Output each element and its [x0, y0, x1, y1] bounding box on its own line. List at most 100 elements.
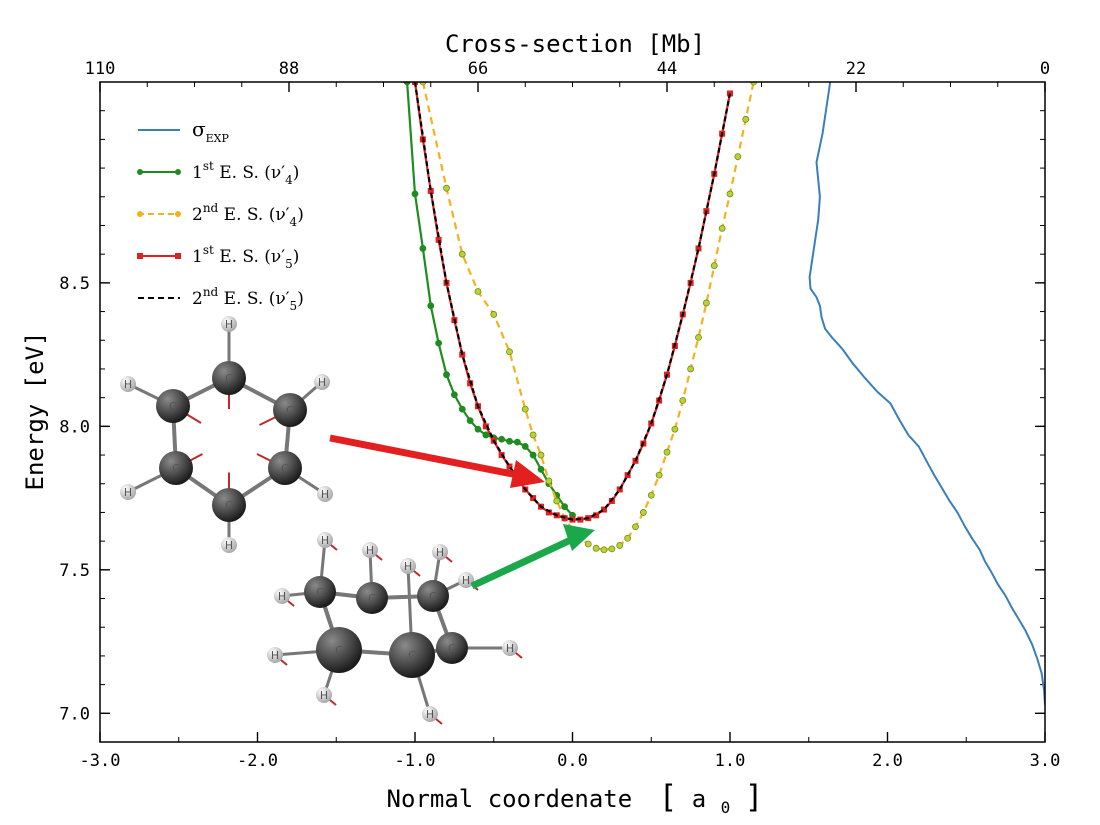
hydrogen-atom [317, 486, 333, 502]
atom-label: C [169, 400, 177, 413]
carbon-atom [417, 580, 449, 612]
legend-marker [137, 169, 143, 175]
data-point [655, 471, 663, 479]
top-tick-label: 66 [468, 59, 488, 79]
atom-label: C [408, 649, 416, 662]
data-point [521, 405, 529, 413]
x-axis-title: Normal coordenate [ a 0 ] [387, 779, 764, 819]
data-point [553, 497, 561, 505]
data-point [600, 546, 608, 554]
y-axis-title: Energy [eV] [21, 332, 49, 491]
hydrogen-atom [316, 687, 332, 703]
legend-label: 1st E. S. (ν′4) [192, 159, 299, 187]
carbon-atom [436, 632, 468, 664]
atom-label: C [286, 404, 294, 417]
carbon-atom [268, 451, 302, 485]
data-point [710, 262, 718, 270]
data-point [601, 506, 607, 513]
hydrogen-atom [314, 374, 330, 390]
data-point [616, 486, 623, 493]
x-axis-label-text: Normal coordenate [387, 785, 633, 813]
series-3 [412, 82, 733, 523]
legend-label: σEXP [192, 117, 230, 145]
benzene-molecule: H H H H H H C C C C C C [120, 316, 333, 553]
data-point [687, 365, 695, 373]
data-point [742, 115, 750, 123]
x-tick-label: 1.0 [715, 751, 746, 771]
carbon-atom [356, 582, 388, 614]
data-point [561, 503, 569, 511]
atom-label: C [316, 586, 324, 599]
legend-item: 1st E. S. (ν′5) [137, 243, 299, 271]
atom-label: H [225, 539, 233, 552]
data-point [726, 190, 734, 198]
atom-label: C [281, 462, 289, 475]
legend-marker [137, 253, 143, 259]
x-tick-label: 0.0 [557, 751, 588, 771]
legend-item: 2nd E. S. (ν′5) [138, 285, 304, 313]
data-point [545, 477, 553, 485]
atom-label: H [278, 590, 286, 603]
carbon-atom [389, 632, 435, 678]
data-point [435, 339, 443, 347]
carbon-atom [212, 361, 246, 395]
hydrogen-atom [267, 647, 283, 663]
atom-label: C [172, 462, 180, 475]
series-line [808, 82, 1045, 705]
series-line [406, 82, 574, 517]
data-point [679, 397, 687, 404]
top-tick-label: 88 [279, 59, 299, 79]
series-4 [413, 82, 732, 521]
atom-label: C [335, 644, 343, 657]
series-line [421, 82, 755, 551]
carbon-atom [156, 389, 190, 423]
legend-marker [175, 169, 181, 175]
x-tick-label: 3.0 [1030, 751, 1061, 771]
data-point [695, 245, 702, 252]
data-point [593, 512, 600, 519]
data-point [482, 431, 490, 439]
carbon-atom [273, 393, 307, 427]
data-point [506, 348, 513, 356]
hydrogen-atom [221, 316, 237, 332]
atom-label: C [368, 592, 376, 605]
data-point [537, 451, 545, 459]
series-2 [419, 82, 758, 554]
hydrogen-atom [317, 532, 333, 548]
atom-label: H [462, 574, 470, 587]
atom-label: H [271, 649, 279, 662]
atom-label: H [506, 642, 514, 655]
atom-label: H [225, 318, 233, 331]
data-point [506, 463, 513, 470]
hydrogen-atom [221, 537, 237, 553]
hydrogen-atom [120, 484, 136, 500]
series-layer [403, 82, 1045, 705]
hydrogen-atom [274, 588, 290, 604]
data-point [482, 423, 489, 430]
atom-label: H [366, 544, 374, 557]
data-point [632, 523, 639, 531]
y-tick-label: 7.0 [59, 704, 90, 724]
y-axis-ticks: 7.0 7.5 8.0 8.5 [59, 81, 1045, 724]
legend-marker [175, 253, 181, 259]
x-axis-ticks: -3.0 -2.0 -1.0 0.0 1.0 2.0 3.0 [80, 732, 1061, 771]
data-point [427, 188, 434, 195]
legend-marker [137, 211, 143, 217]
data-point [490, 311, 498, 318]
data-point [608, 545, 616, 553]
data-point [647, 491, 655, 499]
data-point [458, 405, 466, 413]
atom-label: C [225, 499, 233, 512]
x-tick-label: 2.0 [872, 751, 903, 771]
atom-label: H [436, 546, 444, 559]
top-tick-label: 44 [657, 59, 677, 79]
data-point [529, 451, 537, 459]
data-point [529, 431, 537, 439]
y-tick-label: 8.5 [59, 274, 90, 294]
data-point [702, 299, 710, 307]
series-line [413, 82, 732, 521]
data-point [521, 443, 529, 450]
data-point [545, 509, 552, 516]
series-1 [403, 82, 576, 519]
red-arrow [329, 434, 534, 482]
